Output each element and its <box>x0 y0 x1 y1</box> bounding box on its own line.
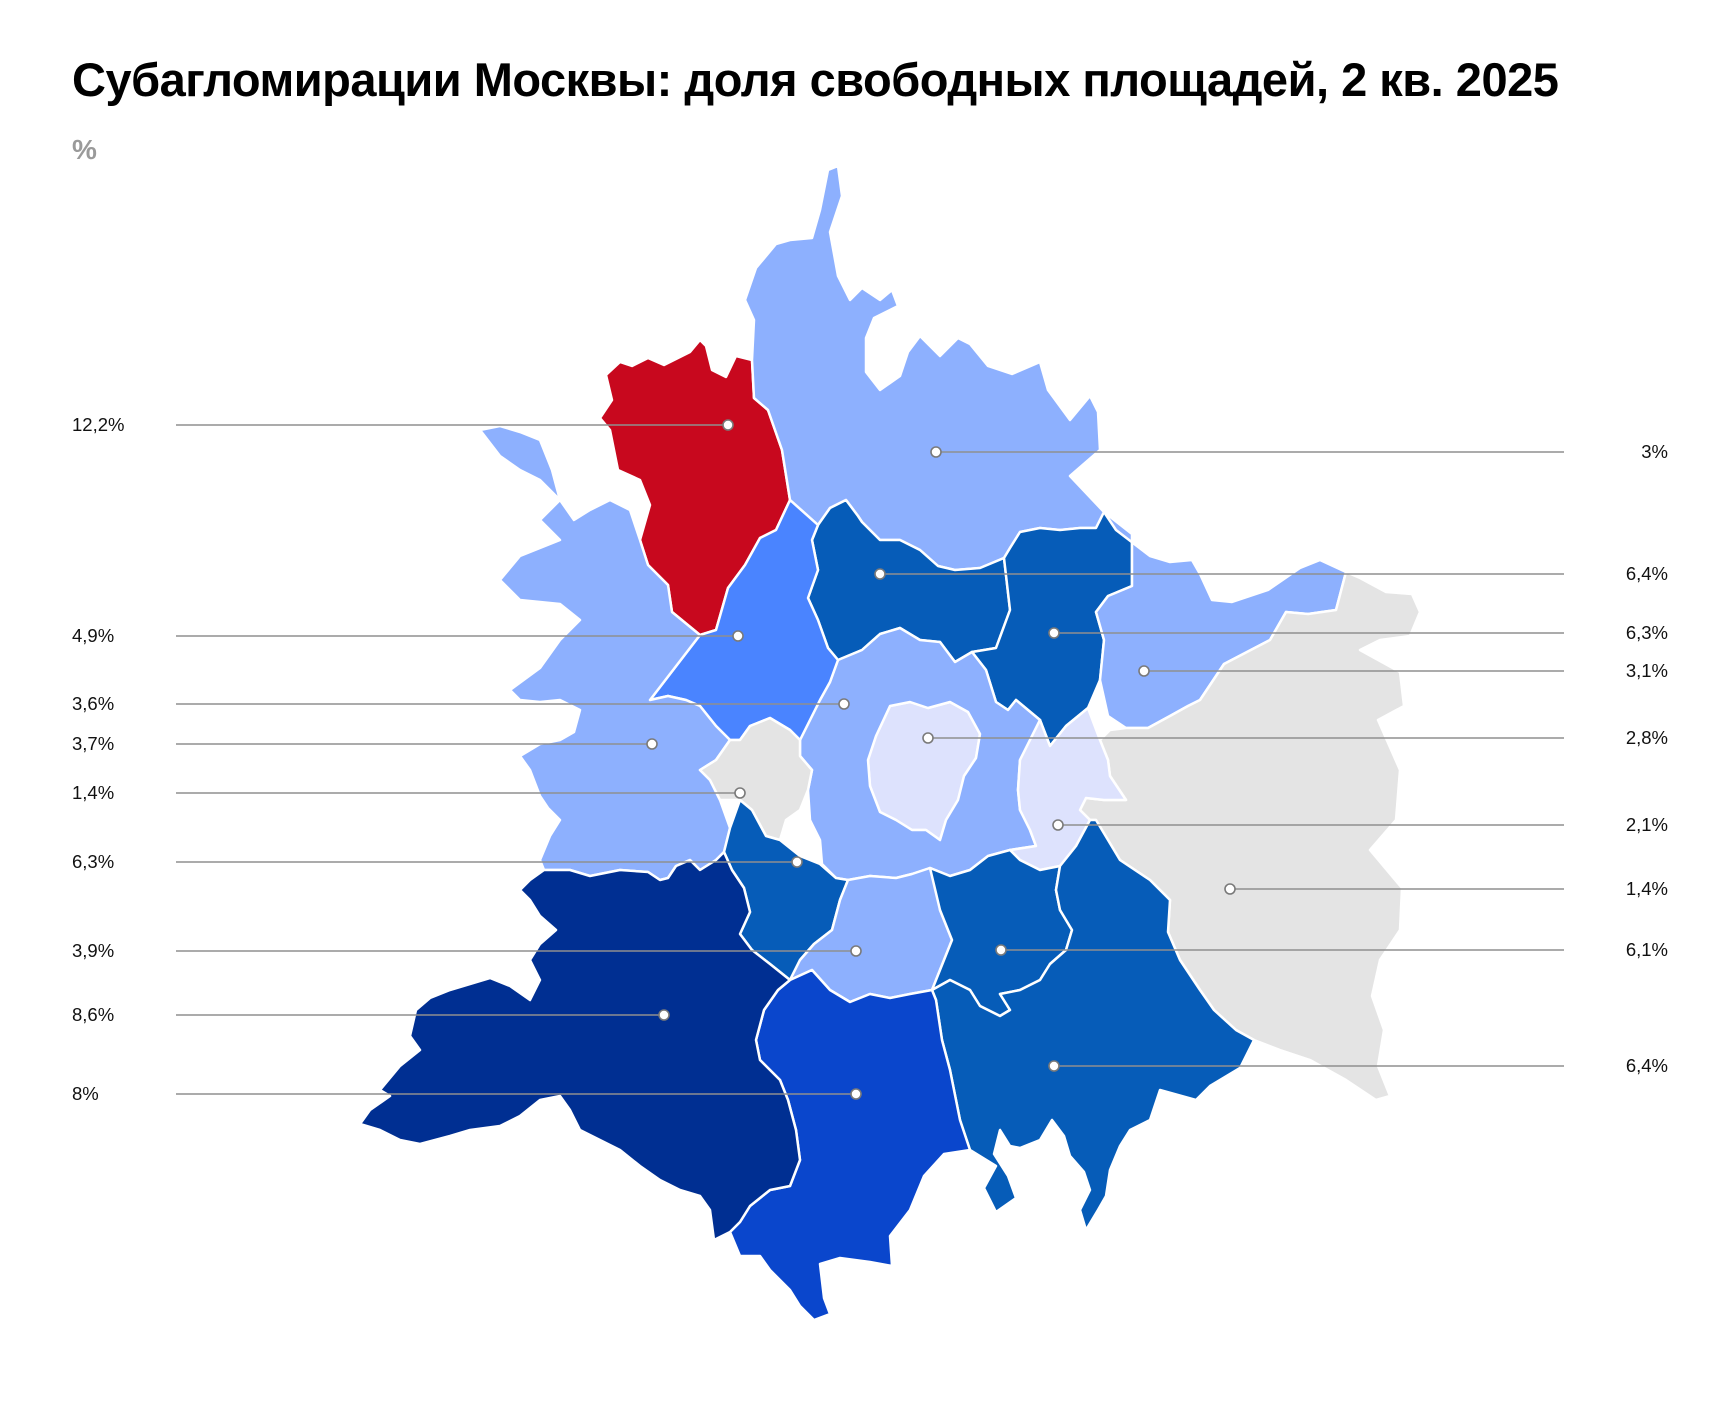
region-se-far[interactable] <box>930 818 1256 1232</box>
callout-layer: 12,2% 3% 6,4% 6,3% 3,1% 2,8% 2,1% 1,4% 6,1% 6,4% 4… <box>72 414 1668 1104</box>
marker-r-west-inner[interactable] <box>734 787 746 799</box>
marker-r-nw-far[interactable] <box>722 419 734 431</box>
value-label-r-east-inner: 2,1% <box>1626 814 1668 835</box>
page-title: Субагломирации Москвы: доля свободных пл… <box>72 53 1559 106</box>
value-label-r-south-far: 8% <box>72 1083 99 1104</box>
value-label-r-south-inner: 3,9% <box>72 940 114 961</box>
marker-r-nw-inner[interactable] <box>732 630 744 642</box>
regions-layer <box>358 164 1422 1322</box>
value-label-r-nw-far: 12,2% <box>72 414 124 435</box>
marker-r-sw-inner[interactable] <box>791 856 803 868</box>
value-label-r-se-inner: 6,1% <box>1626 939 1668 960</box>
value-label-r-ne-inner: 6,3% <box>1626 622 1668 643</box>
value-label-r-center: 2,8% <box>1626 727 1668 748</box>
value-label-r-sw-far: 8,6% <box>72 1004 114 1025</box>
value-label-r-east-far: 1,4% <box>1626 878 1668 899</box>
marker-r-se-inner[interactable] <box>995 944 1007 956</box>
marker-r-south-far[interactable] <box>850 1088 862 1100</box>
unit-label: % <box>72 134 97 165</box>
value-label-r-west: 3,7% <box>72 733 114 754</box>
marker-r-south-inner[interactable] <box>850 945 862 957</box>
value-label-r-sw-inner: 6,3% <box>72 851 114 872</box>
value-label-r-ring: 3,6% <box>72 693 114 714</box>
value-label-r-se-far: 6,4% <box>1626 1055 1668 1076</box>
marker-r-east-ring[interactable] <box>1138 665 1150 677</box>
marker-r-west[interactable] <box>646 738 658 750</box>
value-label-r-west-inner: 1,4% <box>72 782 114 803</box>
value-label-r-n-inner: 6,4% <box>1626 563 1668 584</box>
value-label-r-east-ring: 3,1% <box>1626 660 1668 681</box>
marker-r-north[interactable] <box>930 446 942 458</box>
value-label-r-north: 3% <box>1641 441 1668 462</box>
marker-r-sw-far[interactable] <box>658 1009 670 1021</box>
marker-r-east-far[interactable] <box>1224 883 1236 895</box>
marker-r-center[interactable] <box>922 732 934 744</box>
marker-r-ne-inner[interactable] <box>1048 627 1060 639</box>
region-west-inner[interactable] <box>698 716 814 842</box>
region-sw-far[interactable] <box>358 850 802 1242</box>
marker-r-n-inner[interactable] <box>874 568 886 580</box>
marker-r-east-inner[interactable] <box>1052 819 1064 831</box>
value-label-r-nw-inner: 4,9% <box>72 625 114 646</box>
marker-r-ring[interactable] <box>838 698 850 710</box>
marker-r-se-far[interactable] <box>1048 1060 1060 1072</box>
